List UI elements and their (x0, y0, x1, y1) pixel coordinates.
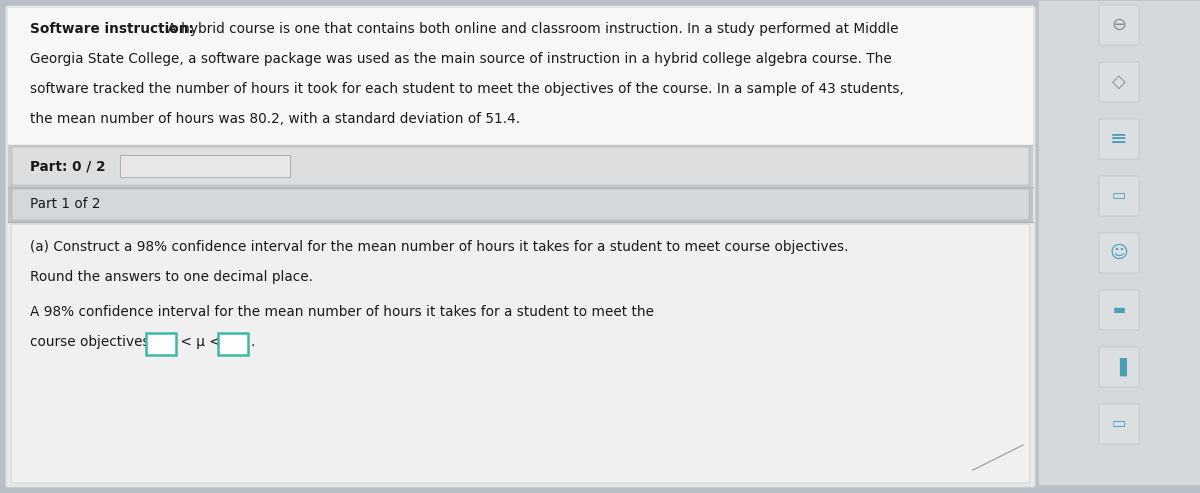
FancyBboxPatch shape (1099, 290, 1139, 330)
Text: Round the answers to one decimal place.: Round the answers to one decimal place. (30, 270, 313, 284)
FancyBboxPatch shape (1099, 62, 1139, 102)
Text: ▐: ▐ (1112, 358, 1126, 376)
Text: Georgia State College, a software package was used as the main source of instruc: Georgia State College, a software packag… (30, 52, 892, 66)
Text: software tracked the number of hours it took for each student to meet the object: software tracked the number of hours it … (30, 82, 904, 96)
Text: .: . (250, 335, 254, 349)
Text: < μ <: < μ < (176, 335, 226, 349)
Text: ≡: ≡ (1110, 129, 1128, 149)
Text: ◇: ◇ (1112, 73, 1126, 91)
FancyBboxPatch shape (1099, 233, 1139, 273)
FancyBboxPatch shape (146, 333, 176, 355)
Text: A 98% confidence interval for the mean number of hours it takes for a student to: A 98% confidence interval for the mean n… (30, 305, 654, 319)
Text: Software instruction:: Software instruction: (30, 22, 194, 36)
Bar (8, 145, 1033, 187)
Text: course objectives is: course objectives is (30, 335, 169, 349)
Text: ☺: ☺ (1110, 244, 1128, 262)
Text: (a) Construct a 98% confidence interval for the mean number of hours it takes fo: (a) Construct a 98% confidence interval … (30, 240, 848, 254)
FancyBboxPatch shape (1099, 119, 1139, 159)
FancyBboxPatch shape (1099, 404, 1139, 444)
FancyBboxPatch shape (1099, 5, 1139, 45)
Text: ▭: ▭ (1112, 417, 1126, 431)
Bar (8, 187, 1033, 222)
FancyBboxPatch shape (218, 333, 248, 355)
Text: Part 1 of 2: Part 1 of 2 (30, 198, 101, 211)
Bar (8, 8, 1033, 145)
FancyBboxPatch shape (11, 224, 1030, 483)
Text: Part: 0 / 2: Part: 0 / 2 (30, 159, 106, 173)
Bar (1038, 0, 1200, 485)
Text: ▭: ▭ (1112, 188, 1126, 204)
FancyBboxPatch shape (1099, 347, 1139, 387)
FancyBboxPatch shape (12, 189, 1030, 220)
FancyBboxPatch shape (12, 147, 1030, 185)
Text: ⊖: ⊖ (1111, 16, 1127, 34)
Bar (8, 222, 1033, 485)
FancyBboxPatch shape (5, 5, 1036, 488)
Bar (120, 155, 290, 177)
Text: ▬: ▬ (1112, 303, 1126, 317)
FancyBboxPatch shape (1099, 176, 1139, 216)
Text: the mean number of hours was 80.2, with a standard deviation of 51.4.: the mean number of hours was 80.2, with … (30, 112, 520, 126)
Text: A hybrid course is one that contains both online and classroom instruction. In a: A hybrid course is one that contains bot… (163, 22, 899, 36)
